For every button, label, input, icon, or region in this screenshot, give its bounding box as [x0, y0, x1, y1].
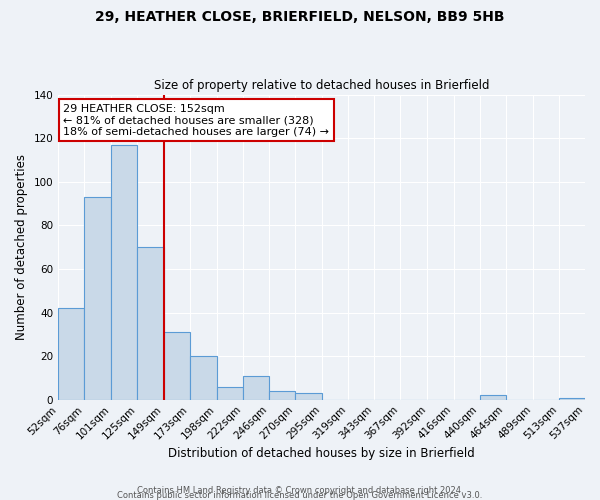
Text: Contains public sector information licensed under the Open Government Licence v3: Contains public sector information licen… [118, 491, 482, 500]
Bar [137, 247, 164, 400]
Text: 29 HEATHER CLOSE: 152sqm
← 81% of detached houses are smaller (328)
18% of semi-: 29 HEATHER CLOSE: 152sqm ← 81% of detach… [64, 104, 329, 137]
Bar [84, 197, 112, 400]
Title: Size of property relative to detached houses in Brierfield: Size of property relative to detached ho… [154, 79, 490, 92]
X-axis label: Distribution of detached houses by size in Brierfield: Distribution of detached houses by size … [168, 447, 475, 460]
Bar [243, 376, 269, 400]
Bar [58, 308, 84, 400]
Bar [479, 396, 506, 400]
Bar [269, 391, 295, 400]
Bar [190, 356, 217, 400]
Bar [295, 393, 322, 400]
Bar [112, 144, 137, 400]
Bar [164, 332, 190, 400]
Text: 29, HEATHER CLOSE, BRIERFIELD, NELSON, BB9 5HB: 29, HEATHER CLOSE, BRIERFIELD, NELSON, B… [95, 10, 505, 24]
Bar [559, 398, 585, 400]
Y-axis label: Number of detached properties: Number of detached properties [15, 154, 28, 340]
Text: Contains HM Land Registry data © Crown copyright and database right 2024.: Contains HM Land Registry data © Crown c… [137, 486, 463, 495]
Bar [217, 386, 243, 400]
